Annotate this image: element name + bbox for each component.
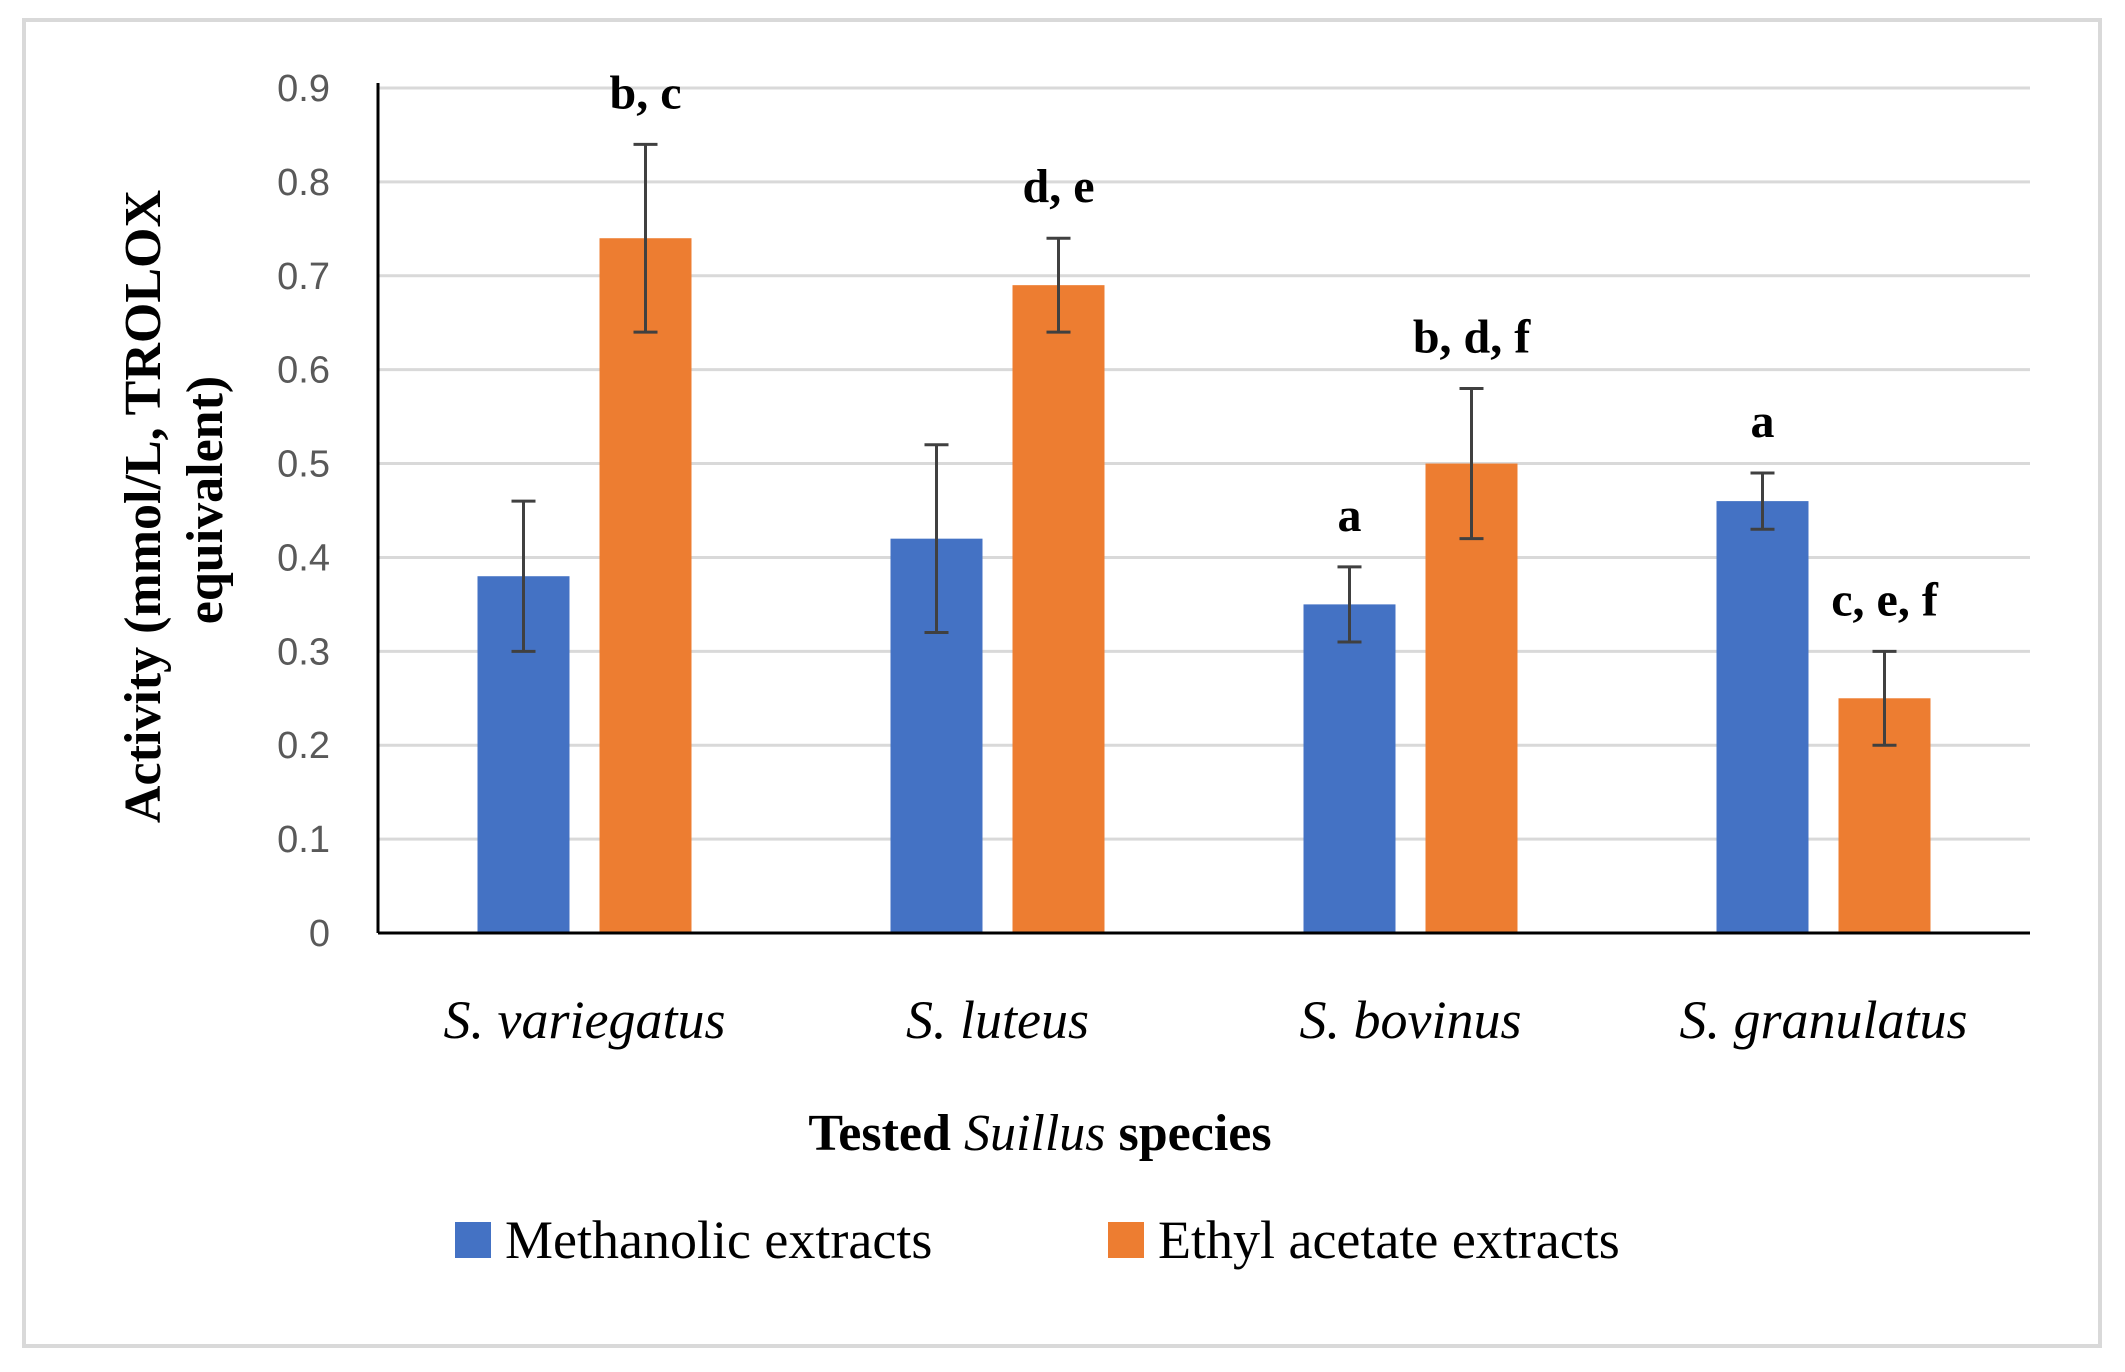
bars (477, 238, 1931, 934)
legend-swatch-ethyl-acetate (1108, 1222, 1144, 1258)
bar-ethyl-acetate (1012, 285, 1105, 934)
y-tick-labels: 0 0.1 0.2 0.3 0.4 0.5 0.6 0.7 0.8 0.9 (277, 68, 330, 955)
legend-swatch-methanolic (455, 1222, 491, 1258)
bar-ethyl-acetate (599, 238, 692, 933)
y-tick-label: 0.2 (277, 725, 330, 767)
significance-label: d, e (1023, 160, 1095, 213)
y-axis-title: Activity (mmol/L, TROLOX equivalent) (115, 177, 234, 823)
x-axis-title-post: species (1106, 1105, 1272, 1162)
significance-label: a (1751, 395, 1775, 448)
x-category-label: S. granulatus (1679, 990, 1967, 1050)
error-bar (1046, 236, 1071, 334)
x-axis-title: Tested Suillus species (808, 1105, 1271, 1162)
significance-label: b, d, f (1413, 310, 1531, 363)
significance-label: c, e, f (1831, 573, 1939, 626)
x-category-label: S. variegatus (444, 990, 726, 1050)
error-bar (1459, 386, 1484, 541)
error-bars (511, 142, 1897, 747)
bar-ethyl-acetate (1425, 463, 1518, 933)
error-bar (1750, 471, 1775, 531)
y-tick-label: 0.5 (277, 444, 330, 486)
y-tick-label: 0.7 (277, 256, 330, 298)
legend-label-methanolic: Methanolic extracts (505, 1210, 932, 1270)
bar-methanolic (1303, 604, 1396, 933)
y-tick-label: 0.6 (277, 350, 330, 392)
y-tick-label: 0.9 (277, 68, 330, 110)
x-category-label: S. luteus (906, 990, 1089, 1050)
y-tick-label: 0.1 (277, 819, 330, 861)
y-tick-label: 0.8 (277, 162, 330, 204)
error-bar (633, 142, 658, 334)
x-category-labels: S. variegatus S. luteus S. bovinus S. granu… (444, 990, 1968, 1050)
significance-label: b, c (610, 66, 682, 119)
significance-label: a (1338, 489, 1362, 542)
y-axis-title-line1: Activity (mmol/L, TROLOX (115, 190, 172, 823)
x-category-label: S. bovinus (1300, 990, 1522, 1050)
bar-methanolic (1716, 501, 1809, 933)
y-axis-title-line2: equivalent) (177, 376, 234, 624)
y-tick-label: 0.4 (277, 537, 330, 579)
y-tick-label: 0.3 (277, 631, 330, 673)
error-bar (1872, 649, 1897, 747)
x-axis-title-genus: Suillus (964, 1105, 1106, 1162)
error-bar (1337, 565, 1362, 644)
legend: Methanolic extracts Ethyl acetate extrac… (455, 1210, 1620, 1270)
error-bar (924, 443, 949, 635)
x-axis-title-pre: Tested (808, 1105, 964, 1162)
error-bar (511, 499, 536, 653)
y-tick-label: 0 (309, 913, 330, 955)
legend-label-ethyl-acetate: Ethyl acetate extracts (1158, 1210, 1620, 1270)
significance-labels: b, c d, e a b, d, f a c, e, f (610, 66, 1939, 626)
